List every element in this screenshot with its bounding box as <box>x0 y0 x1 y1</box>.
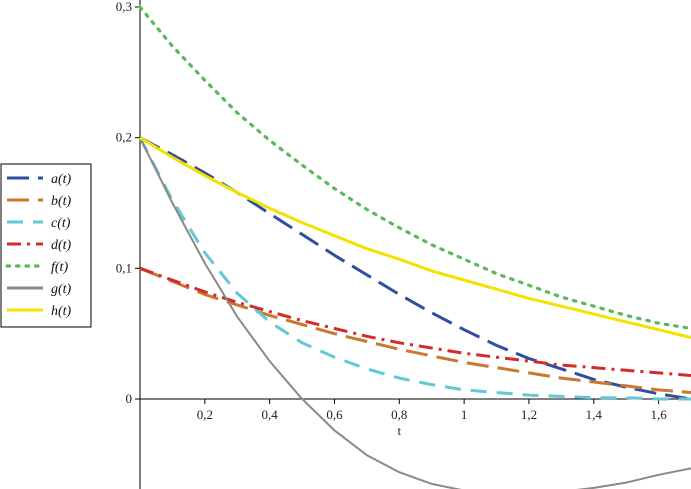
series-line-ht <box>139 136 691 340</box>
axes <box>135 0 691 489</box>
x-axis-label: t <box>397 423 401 438</box>
x-tick-label: 1,2 <box>521 407 537 422</box>
y-tick-label: 0 <box>126 391 133 406</box>
series-line-ct <box>138 137 691 401</box>
legend-label: a(t) <box>51 172 72 187</box>
series-lines <box>138 5 691 489</box>
series-line-dt <box>139 266 691 377</box>
legend: a(t) b(t) c(t) d(t) f(t) g(t) h(t) <box>0 163 92 328</box>
y-tick-label: 0,2 <box>116 130 132 145</box>
y-tick-label: 0,1 <box>116 260 132 275</box>
series-line-at <box>139 136 691 401</box>
tick-labels: 0,2 0,4 0,6 0,8 1 1,2 1,4 1,6 t 0 0,1 0,2 0,3 <box>116 0 667 438</box>
legend-label: d(t) <box>51 238 72 253</box>
x-tick-label: 1 <box>461 407 468 422</box>
x-tick-label: 0,6 <box>326 407 343 422</box>
series-line-gt <box>139 137 691 489</box>
x-tick-label: 0,8 <box>391 407 407 422</box>
legend-label: c(t) <box>51 216 71 231</box>
legend-label: g(t) <box>51 282 72 297</box>
legend-label: h(t) <box>51 304 72 319</box>
series-line-ft <box>138 5 691 330</box>
x-tick-label: 1,4 <box>586 407 603 422</box>
x-tick-label: 0,2 <box>197 407 213 422</box>
legend-label: b(t) <box>51 194 72 209</box>
legend-label: f(t) <box>51 260 68 275</box>
y-tick-label: 0,3 <box>116 0 132 14</box>
x-tick-label: 0,4 <box>262 407 279 422</box>
x-tick-label: 1,6 <box>650 407 667 422</box>
series-line-bt <box>139 266 691 394</box>
